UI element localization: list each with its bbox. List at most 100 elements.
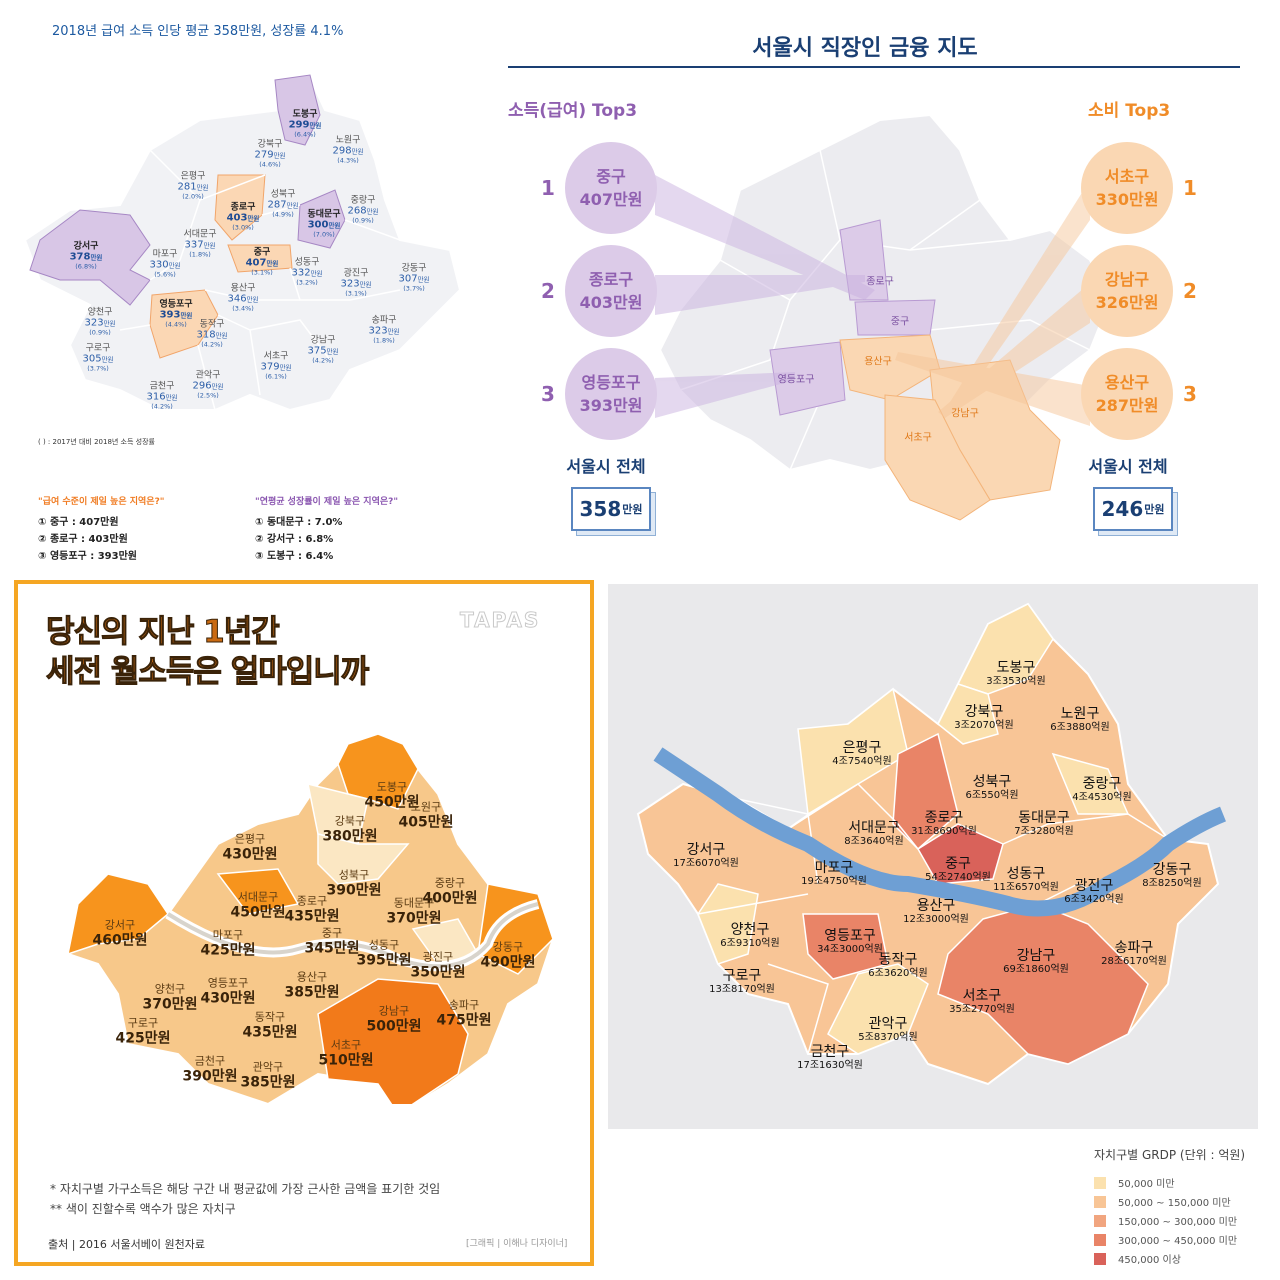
graphic-credit: [그래픽 | 이해나 디자이너] xyxy=(466,1239,568,1249)
income-number: 296 xyxy=(192,380,212,392)
district-name: 동작구 xyxy=(199,319,225,330)
district-name: 성북구 xyxy=(972,774,1012,791)
district-name: 은평구 xyxy=(234,832,266,846)
district-name: 용산구 xyxy=(296,970,328,984)
grdp-value: 6조3620억원 xyxy=(868,968,928,980)
district-label: 마포구 330만원 (5.6%) xyxy=(149,249,180,278)
income-number: 279 xyxy=(254,149,274,161)
legend-label: 150,000 ~ 300,000 미만 xyxy=(1118,1217,1238,1228)
income-value: 500만원 xyxy=(366,1018,422,1035)
legend-item: 150,000 ~ 300,000 미만 xyxy=(1094,1211,1245,1230)
district-name: 중랑구 xyxy=(1082,776,1122,793)
district-label: 금천구 390만원 xyxy=(183,1055,238,1085)
district-name: 성북구 xyxy=(338,868,370,882)
district-name: 도봉구 xyxy=(996,660,1036,677)
legend-title: 자치구별 GRDP (단위 : 억원) xyxy=(1094,1148,1246,1162)
district-label: 송파구 28조6170억원 xyxy=(1101,940,1167,968)
income-number: 330 xyxy=(149,259,169,271)
income-value: 510만원 xyxy=(318,1052,374,1069)
top-district-name: 서초구 xyxy=(1104,166,1150,186)
source-note: 출처 | 2016 서울서베이 원천자료 xyxy=(48,1238,206,1251)
growth-rate: (5.6%) xyxy=(154,270,176,279)
top-district-name: 중구 xyxy=(596,166,626,186)
district-label: 관악구 385만원 xyxy=(241,1061,296,1091)
district-label: 종로구 403만원 (3.0%) xyxy=(227,202,260,231)
district-name: 광진구 xyxy=(343,268,369,279)
district-label: 강남구 69조1860억원 xyxy=(1003,948,1069,976)
income-value: 403만원 xyxy=(227,213,260,225)
district-label: 강동구 490만원 xyxy=(481,941,536,971)
growth-rate: (1.8%) xyxy=(189,250,211,259)
income-unit: 만원 xyxy=(387,327,400,336)
district-label: 중랑구 268만원 (0.9%) xyxy=(347,195,378,224)
grdp-value: 28조6170억원 xyxy=(1101,956,1167,968)
income-value: 350만원 xyxy=(410,964,466,981)
top-district-value: 403만원 xyxy=(579,293,643,312)
district-label: 중랑구 4조4530억원 xyxy=(1072,776,1131,804)
income-value: 300만원 xyxy=(307,220,341,232)
legend-swatch xyxy=(1094,1233,1106,1246)
legend-swatch xyxy=(1094,1195,1106,1208)
income-value: 307만원 xyxy=(398,274,429,286)
district-name: 마포구 xyxy=(152,249,178,260)
income-value: 323만원 xyxy=(340,279,371,291)
district-name: 금천구 xyxy=(149,381,175,392)
district-name: 금천구 xyxy=(810,1044,850,1061)
growth-rate: (2.5%) xyxy=(197,391,219,400)
q1-item: ③ 영등포구 : 393만원 xyxy=(38,551,137,562)
q2-item: ① 동대문구 : 7.0% xyxy=(255,517,343,528)
district-label: 광진구 350만원 xyxy=(410,951,466,981)
district-label: 강동구 307만원 (3.7%) xyxy=(398,263,429,292)
growth-rate: (4.3%) xyxy=(337,156,359,165)
grdp-value: 13조8170억원 xyxy=(709,984,775,996)
q1-item: ② 종로구 : 403만원 xyxy=(38,534,128,545)
district-label: 도봉구 450만원 xyxy=(365,780,420,811)
district-name: 동작구 xyxy=(878,952,918,969)
district-label: 영등포구 430만원 xyxy=(201,977,256,1007)
spend-top3-title: 소비 Top3 xyxy=(1088,101,1171,121)
district-name: 중구 xyxy=(945,856,971,873)
worker-finance-map-panel: 서울시 직장인 금융 지도 소득(급여) Top3 소비 Top3 종로구 중구 영… xyxy=(490,0,1280,580)
income-number: 299 xyxy=(288,119,310,131)
income-value: 425만원 xyxy=(115,1030,171,1047)
growth-rate: (6.4%) xyxy=(294,130,316,139)
grdp-value: 34조3000억원 xyxy=(817,944,883,956)
grdp-value: 4조7540억원 xyxy=(832,756,892,768)
monthly-income-map-panel: 당신의 지난 1년간 세전 월소득은 얼마입니까 TAPAS 도봉구 450만원 노… xyxy=(14,580,594,1266)
district-name: 도봉구 xyxy=(376,780,408,794)
district-name: 서초구 xyxy=(263,351,289,362)
district-label: 동대문구 370만원 xyxy=(386,897,442,927)
district-label: 강북구 3조2070억원 xyxy=(954,704,1013,732)
district-label: 성북구 6조550억원 xyxy=(965,774,1018,802)
income-unit: 만원 xyxy=(279,363,292,372)
grdp-value: 19조4750억원 xyxy=(801,876,867,888)
income-value: 370만원 xyxy=(142,996,198,1013)
income-number: 298 xyxy=(332,145,352,157)
q1-title: "급여 수준이 제일 높은 지역은?" xyxy=(38,497,165,507)
q2-item: ③ 도봉구 : 6.4% xyxy=(255,551,334,562)
seoul-income-map xyxy=(23,74,462,412)
income-unit: 만원 xyxy=(417,275,430,284)
top-district-name: 영등포구 xyxy=(581,372,641,392)
district-label: 은평구 430만원 xyxy=(223,832,278,863)
district-name: 서대문구 xyxy=(237,890,279,904)
income-unit: 만원 xyxy=(165,393,178,402)
growth-rate: (4.6%) xyxy=(259,160,281,169)
district-label: 동작구 318만원 (4.2%) xyxy=(196,319,227,348)
legend-label: 300,000 ~ 450,000 미만 xyxy=(1118,1236,1238,1247)
income-unit: 만원 xyxy=(101,355,114,364)
district-name: 도봉구 xyxy=(292,109,318,120)
income-value: 370만원 xyxy=(386,910,442,927)
income-value: 435만원 xyxy=(284,908,340,925)
growth-rate: (0.9%) xyxy=(352,216,374,225)
district-label: 양천구 370만원 xyxy=(142,983,198,1013)
district-name: 용산구 xyxy=(916,898,956,915)
district-label: 강남구 500만원 xyxy=(366,1005,422,1035)
growth-rate: (6.1%) xyxy=(265,372,287,381)
income-value: 390만원 xyxy=(326,882,382,899)
spend-total-label: 서울시 전체 xyxy=(1088,457,1168,476)
income-unit: 만원 xyxy=(351,147,364,156)
district-label: 서초구 510만원 xyxy=(318,1039,374,1069)
income-value: 450만원 xyxy=(230,904,286,921)
income-total-value: 358 xyxy=(579,497,622,521)
